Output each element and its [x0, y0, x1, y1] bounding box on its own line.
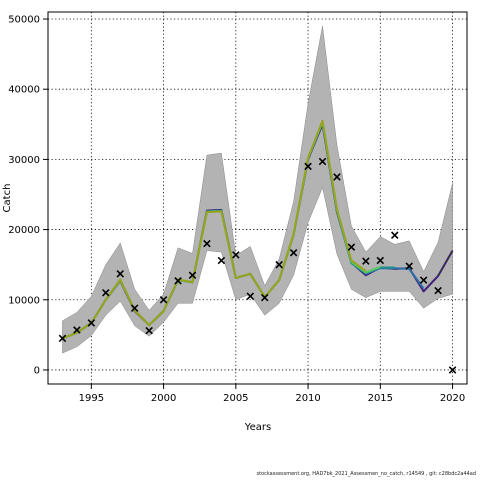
observation-marker [130, 304, 139, 312]
observation-marker [87, 319, 96, 327]
observation-marker [347, 243, 356, 251]
y-axis-label: Catch [2, 184, 13, 213]
footer-credit: stockassessment.org, HAD7bk_2021_Assessm… [256, 471, 476, 477]
x-axis-label: Years [244, 422, 271, 433]
observation-marker [116, 270, 125, 278]
observation-marker [333, 173, 341, 181]
observation-marker [58, 334, 67, 343]
observation-marker [232, 251, 240, 259]
observation-marker [102, 288, 110, 297]
x-tick-label: 2005 [223, 393, 248, 404]
confidence-band-layer [62, 25, 453, 354]
series-line-2 [62, 121, 425, 340]
y-tick-label: 40000 [8, 85, 40, 96]
series-line-1 [62, 123, 454, 340]
x-tick-label: 2000 [151, 393, 176, 404]
observation-marker [419, 276, 428, 284]
observation-marker [376, 256, 385, 265]
observation-marker [318, 157, 327, 166]
observation-marker [390, 231, 399, 239]
observation-marker [260, 293, 269, 302]
observation-marker [159, 296, 168, 304]
series-layer [62, 119, 454, 340]
y-tick-label: 30000 [8, 155, 40, 166]
observation-marker [275, 260, 283, 269]
observation-marker [145, 326, 153, 335]
observation-marker [203, 239, 211, 248]
observation-marker [405, 262, 413, 270]
plot-frame [47, 11, 468, 385]
grid-layer [48, 12, 467, 384]
observation-marker [362, 257, 370, 265]
observation-marker [448, 366, 457, 374]
x-tick-label: 2015 [368, 393, 393, 404]
y-tick-label: 0 [34, 365, 40, 376]
observation-marker [246, 292, 255, 301]
x-tick-label: 2010 [295, 393, 320, 404]
observation-marker [174, 277, 182, 285]
observations-layer [58, 157, 457, 374]
confidence-band [62, 25, 453, 354]
observation-marker [304, 162, 312, 171]
y-tick-label: 10000 [8, 295, 40, 306]
axis-layer: 1995 2000 2005 2010 2015 2020 0 10000 20000 30000… [8, 11, 468, 404]
y-tick-label: 20000 [8, 225, 40, 236]
observation-marker [434, 286, 442, 295]
observation-marker [217, 256, 226, 265]
x-tick-label: 1995 [79, 393, 104, 404]
observation-marker [289, 248, 298, 257]
observation-marker [73, 326, 81, 334]
x-tick-label: 2020 [440, 393, 465, 404]
observation-marker [188, 271, 197, 279]
y-tick-label: 50000 [8, 15, 40, 26]
series-line-5 [62, 119, 367, 340]
